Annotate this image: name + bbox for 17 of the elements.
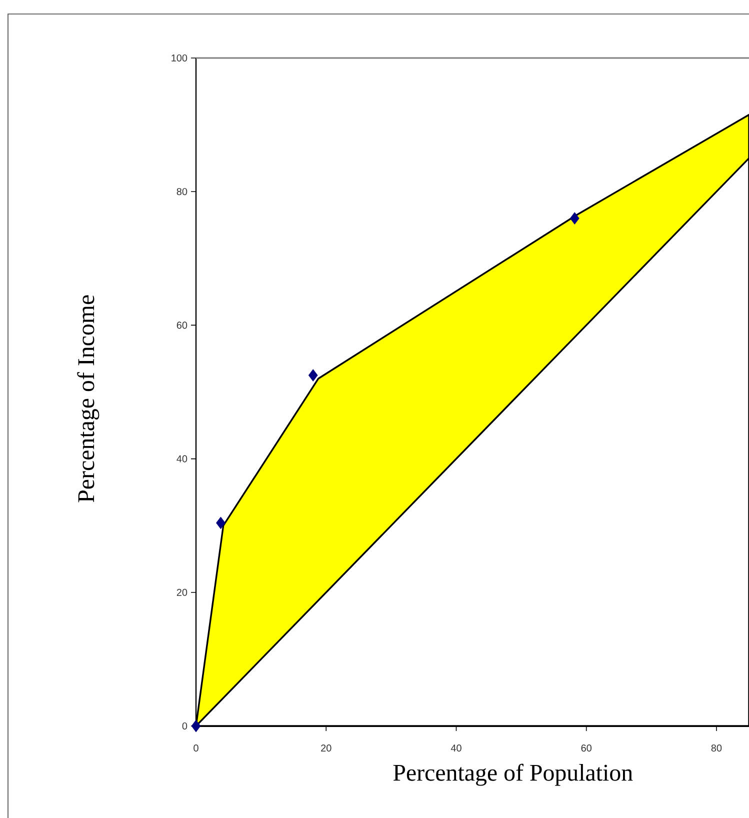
y-axis-title: Percentage of Income (77, 295, 100, 502)
y-tick-label: 0 (182, 722, 188, 730)
y-tick-label: 40 (176, 455, 188, 462)
y-tick-label: 20 (176, 588, 188, 596)
x-axis-title: Percentage of Population (393, 764, 633, 786)
x-tick-label: 80 (711, 744, 722, 752)
y-tick-label: 80 (176, 188, 188, 196)
point (570, 212, 580, 224)
point (308, 369, 318, 382)
x-tick-label: 20 (321, 744, 332, 752)
y-tick-label: 100 (172, 54, 188, 62)
point (191, 720, 201, 732)
point (216, 516, 226, 530)
y-tick-label: 60 (176, 322, 188, 329)
x-tick-label: 60 (581, 744, 592, 752)
x-tick-label: 0 (194, 744, 198, 752)
x-tick-label: 40 (450, 744, 462, 752)
